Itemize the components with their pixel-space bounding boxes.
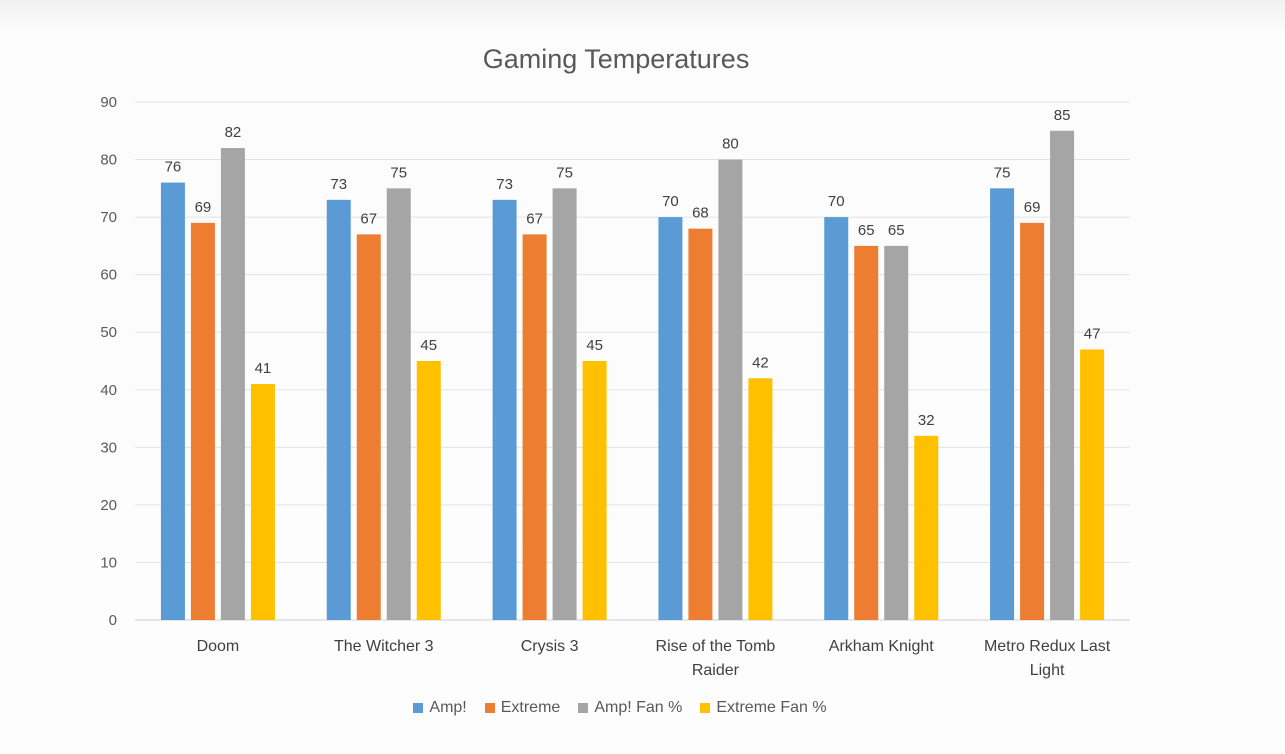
legend: Amp! Extreme Amp! Fan % Extreme Fan %: [0, 699, 1240, 717]
legend-item: Extreme Fan %: [700, 699, 827, 717]
legend-swatch: [700, 703, 711, 713]
y-tick-label: 20: [100, 497, 117, 514]
y-tick-label: 80: [100, 152, 117, 169]
x-tick-label: Rise of the Tomb: [656, 638, 776, 655]
x-tick-label: Raider: [692, 662, 740, 679]
legend-label: Extreme Fan %: [716, 699, 827, 716]
bar: [1050, 130, 1075, 620]
data-label: 47: [1084, 325, 1101, 342]
x-tick-label: Metro Redux Last: [984, 638, 1111, 655]
y-tick-label: 70: [100, 209, 117, 226]
data-label: 70: [662, 193, 679, 210]
data-label: 85: [1054, 107, 1071, 124]
bar: [522, 234, 547, 620]
bar: [160, 182, 185, 621]
bar: [914, 435, 939, 620]
data-label: 82: [225, 124, 242, 141]
x-tick-label: Doom: [197, 638, 240, 655]
legend-label: Amp! Fan %: [594, 699, 683, 716]
bar: [718, 159, 743, 621]
bar: [884, 245, 909, 620]
bar: [250, 384, 275, 620]
legend-label: Amp!: [429, 699, 467, 716]
bar: [386, 188, 411, 621]
legend-label: Extreme: [500, 699, 561, 716]
bar: [658, 217, 683, 620]
x-tick-label: Light: [1030, 662, 1065, 679]
y-tick-label: 0: [109, 612, 117, 629]
data-label: 76: [165, 159, 182, 176]
data-label: 73: [330, 176, 347, 193]
legend-item: Amp!: [413, 699, 467, 717]
x-tick-label: Arkham Knight: [829, 638, 934, 655]
bar: [748, 378, 773, 620]
bar: [190, 222, 215, 620]
bar: [492, 199, 517, 620]
y-tick-label: 50: [100, 324, 117, 341]
legend-swatch: [413, 703, 424, 713]
bar: [356, 234, 381, 620]
data-label: 75: [390, 164, 407, 181]
legend-swatch: [578, 703, 589, 713]
data-label: 45: [420, 337, 437, 354]
data-label: 69: [1024, 199, 1041, 216]
bar: [582, 361, 607, 620]
bar: [1020, 222, 1045, 620]
bar: [854, 245, 879, 620]
bar: [552, 188, 577, 621]
data-label: 67: [526, 210, 543, 227]
y-tick-label: 40: [100, 382, 117, 399]
legend-swatch: [484, 703, 495, 713]
x-tick-label: Crysis 3: [521, 638, 579, 655]
bar: [824, 217, 849, 620]
bar: [1080, 349, 1105, 620]
data-label: 75: [994, 164, 1011, 181]
data-label: 68: [692, 205, 709, 222]
legend-item: Amp! Fan %: [578, 699, 682, 717]
data-label: 70: [828, 193, 845, 210]
bar: [416, 361, 441, 620]
y-tick-label: 60: [100, 267, 117, 284]
data-label: 80: [722, 136, 739, 153]
x-tick-label: The Witcher 3: [334, 638, 434, 655]
bar: [220, 148, 245, 621]
data-label: 42: [752, 354, 769, 371]
data-label: 67: [360, 210, 377, 227]
data-label: 41: [255, 360, 272, 377]
y-tick-label: 10: [100, 554, 117, 571]
data-label: 32: [918, 412, 935, 429]
data-label: 73: [496, 176, 513, 193]
y-tick-label: 90: [100, 94, 117, 111]
data-label: 45: [586, 337, 603, 354]
bar: [688, 228, 713, 620]
chart-title: Gaming Temperatures: [482, 44, 750, 74]
bar: [326, 199, 351, 620]
data-label: 69: [195, 199, 212, 216]
y-tick-label: 30: [100, 439, 117, 456]
legend-item: Extreme: [484, 699, 561, 717]
data-label: 65: [888, 222, 905, 239]
data-label: 65: [858, 222, 875, 239]
bar: [990, 188, 1015, 621]
data-label: 75: [556, 164, 573, 181]
